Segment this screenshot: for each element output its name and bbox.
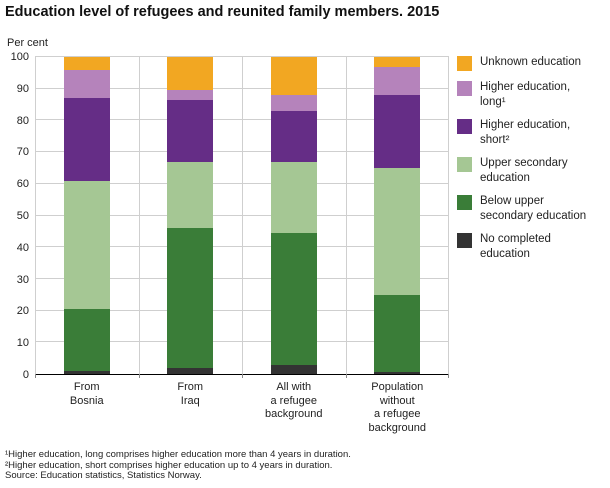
- y-tick-label: 80: [16, 114, 29, 127]
- x-axis-tick: [138, 374, 140, 378]
- bar-segment: [167, 367, 214, 374]
- plot-area: [35, 56, 449, 378]
- category-separator-line: [35, 57, 36, 374]
- stacked-bar: [270, 57, 317, 374]
- y-tick-label: 50: [16, 210, 29, 222]
- legend-item: Below upper secondary education: [457, 194, 609, 223]
- bar-segment: [374, 57, 421, 67]
- bar-segment: [374, 294, 421, 373]
- y-tick-label: 90: [16, 82, 29, 95]
- x-category-label: From Bosnia: [69, 381, 104, 407]
- legend-item: Higher education, long¹: [457, 80, 609, 109]
- legend-swatch: [457, 56, 472, 71]
- y-tick-label: 70: [16, 146, 29, 159]
- bar-cell: [139, 57, 243, 374]
- bar-segment: [63, 180, 110, 310]
- stacked-bar: [167, 57, 214, 374]
- y-tick-label: 40: [16, 241, 29, 254]
- bar-segment: [270, 110, 317, 162]
- stacked-bar: [63, 57, 110, 374]
- x-axis-tick: [35, 374, 36, 378]
- y-axis-unit-label: Per cent: [7, 37, 48, 49]
- bar-segment: [167, 161, 214, 229]
- bar-cell: [346, 57, 450, 374]
- bar-segment: [374, 167, 421, 295]
- bar-segment: [63, 69, 110, 99]
- legend-item: Higher education, short²: [457, 118, 609, 147]
- x-category-label: From Iraq: [177, 381, 204, 407]
- legend-item: Upper secondary education: [457, 156, 609, 185]
- bar-segment: [270, 364, 317, 374]
- x-axis-tick: [242, 374, 243, 378]
- legend-label: Below upper secondary education: [480, 195, 587, 222]
- bar-cell: [242, 57, 346, 374]
- category-separator-line: [138, 57, 140, 374]
- legend-swatch: [457, 157, 472, 172]
- bar-segment: [270, 57, 317, 96]
- legend-label: Higher education, short²: [480, 119, 571, 146]
- y-tick-label: 60: [16, 178, 29, 191]
- y-tick-label: 20: [16, 305, 29, 318]
- footnote-source: Source: Education statistics, Statistics…: [5, 470, 202, 481]
- bar-segment: [63, 57, 110, 70]
- bar-segment: [167, 228, 214, 368]
- category-separator-line: [448, 57, 449, 374]
- y-tick-label: 0: [22, 369, 29, 381]
- legend: Unknown education Higher education, long¹…: [457, 55, 609, 270]
- category-separator-line: [345, 57, 347, 374]
- y-tick-label: 10: [16, 337, 29, 350]
- x-axis-tick: [448, 374, 449, 378]
- category-separator-line: [242, 57, 243, 374]
- bar-segment: [374, 95, 421, 168]
- bar-segment: [167, 99, 214, 162]
- bar-segment: [270, 161, 317, 233]
- bar-segment: [167, 57, 214, 91]
- bar-segment: [63, 98, 110, 181]
- legend-swatch: [457, 119, 472, 134]
- legend-item: No completed education: [457, 232, 609, 261]
- y-tick-label: 100: [10, 51, 29, 63]
- gridline: [35, 56, 449, 57]
- x-category-label: All with a refugee background: [265, 381, 323, 420]
- legend-label: No completed education: [480, 233, 551, 260]
- legend-label: Upper secondary education: [480, 157, 568, 184]
- footnotes: ¹Higher education, long comprises higher…: [5, 449, 351, 482]
- legend-swatch: [457, 233, 472, 248]
- y-axis-tick-labels: 0 10 20 30 40 50 60 70 80 90 100: [0, 51, 29, 381]
- legend-label: Unknown education: [480, 56, 582, 68]
- legend-item: Unknown education: [457, 55, 609, 71]
- bar-cell: [35, 57, 139, 374]
- bars: [35, 57, 449, 374]
- x-category-label: Population without a refugee background: [368, 381, 427, 434]
- bar-segment: [63, 309, 110, 371]
- bar-segment: [270, 95, 317, 111]
- y-tick-label: 30: [16, 273, 29, 286]
- footnote-2: ²Higher education, short comprises highe…: [5, 459, 333, 471]
- bar-segment: [167, 90, 214, 100]
- bar-segment: [374, 66, 421, 96]
- footnote-1: ¹Higher education, long comprises higher…: [5, 449, 351, 460]
- x-axis-tick: [345, 374, 347, 378]
- chart-title: Education level of refugees and reunited…: [5, 4, 440, 20]
- bar-segment: [63, 370, 110, 374]
- x-axis-labels: From Bosnia From Iraq All with a refugee b…: [35, 381, 449, 435]
- legend-label: Higher education, long¹: [480, 81, 571, 108]
- bar-segment: [374, 372, 421, 374]
- bar-segment: [270, 232, 317, 365]
- legend-swatch: [457, 81, 472, 96]
- stacked-bar: [374, 57, 421, 374]
- legend-swatch: [457, 195, 472, 210]
